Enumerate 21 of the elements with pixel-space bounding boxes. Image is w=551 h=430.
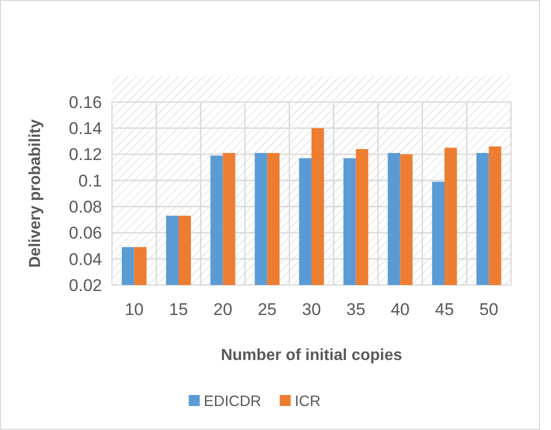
y-tick-label: 0.06 xyxy=(68,224,102,243)
y-tick-label: 0.08 xyxy=(68,198,102,217)
x-tick-label: 50 xyxy=(479,300,498,319)
x-tick-label: 25 xyxy=(258,300,277,319)
x-tick-label: 30 xyxy=(302,300,321,319)
x-tick-label: 35 xyxy=(346,300,366,319)
legend-label: ICR xyxy=(294,393,321,410)
x-tick-label: 15 xyxy=(169,300,188,319)
x-tick-label: 45 xyxy=(435,300,454,319)
x-axis-title: Number of initial copies xyxy=(220,347,402,364)
y-tick-label: 0.04 xyxy=(68,250,102,269)
y-tick-label: 0.14 xyxy=(68,119,102,138)
y-tick-label: 0.12 xyxy=(68,145,102,164)
y-tick-label: 0.02 xyxy=(68,276,102,295)
y-tick-label: 0.1 xyxy=(78,171,102,190)
x-tick-label: 10 xyxy=(124,300,144,319)
legend-label: EDICDR xyxy=(204,393,262,410)
y-tick-label: 0.16 xyxy=(68,92,102,112)
x-tick-label: 20 xyxy=(213,300,232,319)
x-tick-label: 40 xyxy=(390,300,410,319)
y-axis-title: Delivery probability xyxy=(27,119,44,268)
